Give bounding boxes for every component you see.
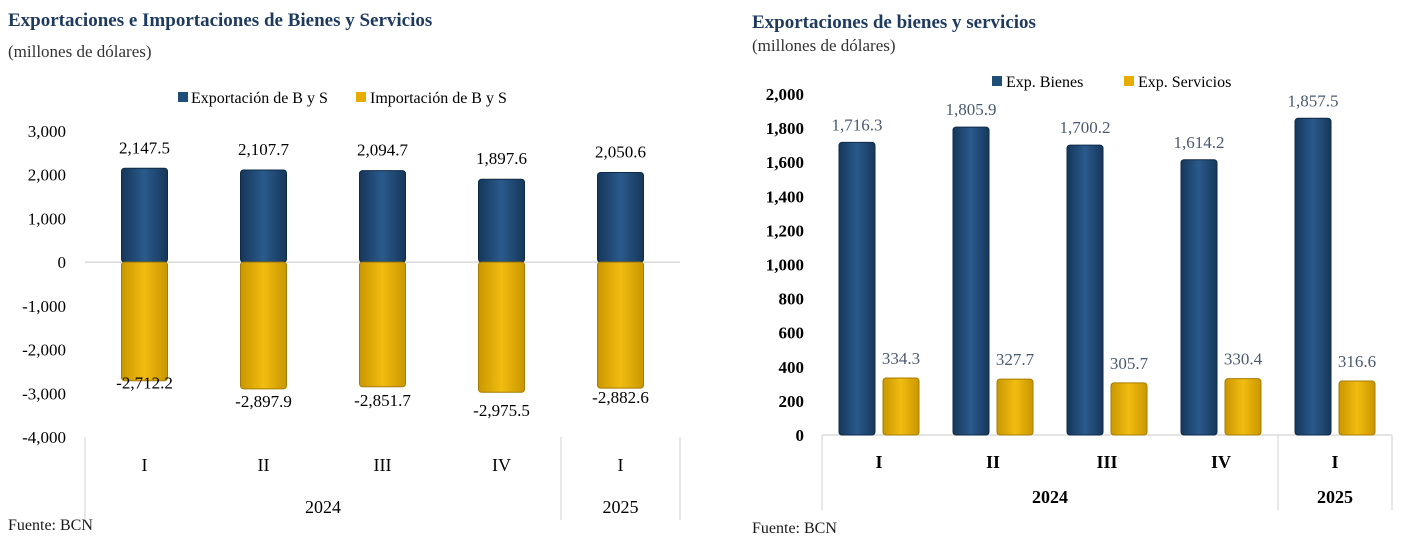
goods-bar — [952, 126, 990, 436]
export-bar — [240, 169, 287, 263]
import-bar — [597, 261, 644, 389]
services-value-label: 305.7 — [1110, 354, 1149, 373]
category-label: III — [374, 455, 392, 475]
import-value-label: -2,975.5 — [473, 401, 530, 420]
import-value-label: -2,882.6 — [592, 388, 649, 407]
export-import-chart: Exportación de B y S Importación de B y S… — [22, 90, 681, 520]
y-tick-label: 0 — [796, 426, 805, 445]
export-value-label: 1,897.6 — [476, 149, 527, 168]
legend-swatch-export — [178, 92, 188, 102]
goods-bar — [1294, 117, 1332, 436]
legend-label-export: Exportación de B y S — [191, 90, 328, 107]
chart1-subtitle: (millones de dólares) — [8, 42, 152, 61]
category-label: I — [875, 452, 882, 472]
year-label: 2024 — [305, 497, 341, 517]
services-value-label: 334.3 — [882, 349, 920, 368]
y-tick-label: -3,000 — [22, 384, 66, 403]
goods-value-label: 1,700.2 — [1060, 118, 1111, 137]
import-bar — [240, 261, 287, 390]
chart1-source: Fuente: BCN — [8, 517, 93, 534]
y-tick-label: 2,000 — [766, 85, 804, 104]
services-value-label: 327.7 — [996, 350, 1035, 369]
legend-swatch-import — [356, 92, 366, 102]
y-tick-label: 3,000 — [28, 122, 66, 141]
export-value-label: 2,050.6 — [595, 143, 646, 162]
legend-label-services: Exp. Servicios — [1138, 74, 1231, 91]
y-tick-label: 1,000 — [766, 256, 804, 275]
services-bar — [1338, 380, 1376, 436]
services-bar — [882, 377, 920, 436]
category-label: II — [986, 452, 1000, 472]
y-tick-label: 2,000 — [28, 166, 66, 185]
goods-value-label: 1,614.2 — [1174, 133, 1225, 152]
year-label: 2025 — [1317, 487, 1353, 507]
services-value-label: 316.6 — [1338, 352, 1376, 371]
export-bar — [359, 170, 406, 263]
category-label: II — [258, 455, 270, 475]
goods-bar — [838, 141, 876, 436]
y-tick-label: 400 — [779, 358, 805, 377]
legend-swatch-services — [1124, 76, 1134, 86]
category-label: I — [142, 455, 148, 475]
export-bar — [121, 167, 168, 263]
import-value-label: -2,897.9 — [235, 392, 292, 411]
export-value-label: 2,094.7 — [357, 141, 409, 160]
category-label: III — [1096, 452, 1117, 472]
year-label: 2024 — [1032, 487, 1068, 507]
y-tick-label: 1,000 — [28, 209, 66, 228]
import-value-label: -2,851.7 — [354, 391, 411, 410]
exports-goods-services-chart: Exp. Bienes Exp. Servicios 2,000 1,800 1,60… — [766, 74, 1393, 510]
y-tick-label: 200 — [779, 392, 805, 411]
export-bar — [478, 178, 525, 263]
import-bar — [359, 261, 406, 388]
category-label: I — [618, 455, 624, 475]
y-tick-label: 1,800 — [766, 119, 804, 138]
chart2-subtitle: (millones de dólares) — [752, 36, 896, 55]
legend-label-import: Importación de B y S — [370, 90, 507, 107]
category-label: IV — [1211, 452, 1231, 472]
y-tick-label: 1,200 — [766, 221, 804, 240]
chart2-source: Fuente: BCN — [752, 520, 837, 537]
services-bar — [996, 378, 1034, 436]
year-label: 2025 — [603, 497, 639, 517]
chart2-title: Exportaciones de bienes y servicios — [752, 12, 1036, 33]
chart1-title: Exportaciones e Importaciones de Bienes … — [8, 10, 433, 31]
import-bar — [121, 261, 168, 382]
goods-value-label: 1,857.5 — [1288, 91, 1339, 110]
goods-bar — [1066, 144, 1104, 436]
import-bar — [478, 261, 525, 393]
export-value-label: 2,147.5 — [119, 138, 170, 157]
export-bar — [597, 172, 644, 263]
y-tick-label: -4,000 — [22, 428, 66, 447]
category-label: I — [1331, 452, 1338, 472]
import-value-label: -2,712.2 — [116, 374, 173, 393]
y-tick-label: -2,000 — [22, 341, 66, 360]
export-value-label: 2,107.7 — [238, 140, 290, 159]
y-tick-label: 1,600 — [766, 153, 804, 172]
goods-value-label: 1,805.9 — [946, 100, 997, 119]
goods-bar — [1180, 159, 1218, 436]
category-label: IV — [492, 455, 511, 475]
y-tick-label: 600 — [779, 324, 805, 343]
legend-label-goods: Exp. Bienes — [1006, 74, 1083, 91]
goods-value-label: 1,716.3 — [832, 115, 883, 134]
y-tick-label: 800 — [779, 290, 805, 309]
y-tick-label: -1,000 — [22, 297, 66, 316]
services-bar — [1224, 378, 1262, 436]
services-bar — [1110, 382, 1148, 436]
y-tick-label: 1,400 — [766, 187, 804, 206]
services-value-label: 330.4 — [1224, 350, 1263, 369]
y-tick-label: 0 — [58, 253, 67, 272]
legend-swatch-goods — [992, 76, 1002, 86]
